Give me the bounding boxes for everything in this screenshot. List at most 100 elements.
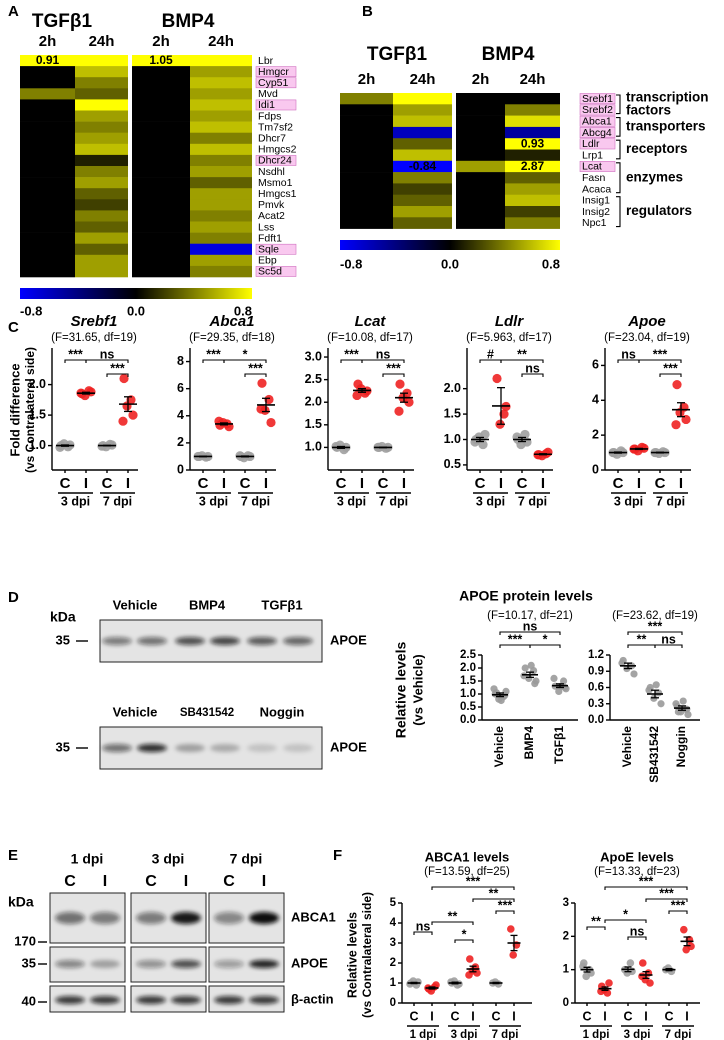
category-label: Noggin — [674, 726, 688, 767]
y-tick-label: 1.5 — [460, 675, 477, 687]
blot-band — [137, 744, 167, 752]
data-point — [395, 379, 405, 389]
treatment-label: TGFβ1 — [367, 44, 428, 65]
blot-band — [171, 912, 201, 924]
y-tick-label: 1.5 — [444, 406, 461, 420]
data-point — [527, 661, 535, 670]
gene-label: Acat2 — [258, 210, 285, 222]
heatmap-cell — [505, 138, 560, 150]
gene-label: Srebf2 — [582, 104, 613, 116]
heatmap-cell — [190, 221, 252, 233]
timepoint-label: 2h — [358, 71, 376, 88]
heatmap-cell — [393, 160, 452, 173]
heatmap-cell — [132, 166, 190, 178]
y-tick-label: 1.2 — [588, 649, 604, 661]
heatmap-cell — [190, 199, 252, 211]
value-label: 2.87 — [521, 159, 545, 173]
significance-bracket — [495, 910, 515, 914]
blot-band — [136, 960, 166, 968]
group-label: I — [637, 475, 641, 492]
gene-highlight — [579, 138, 616, 150]
heatmap-cell — [20, 88, 75, 100]
significance-bracket — [106, 373, 129, 377]
significance-label: *** — [386, 361, 401, 375]
lane-label: I — [184, 873, 188, 890]
heatmap-cell — [20, 199, 75, 211]
plot-stats: (F=31.65, df=19) — [51, 332, 137, 344]
blot-band — [175, 637, 205, 645]
data-point — [626, 959, 635, 967]
significance-bracket — [638, 359, 682, 363]
heatmap-cell — [20, 121, 75, 133]
heatmap-cell — [132, 88, 190, 100]
blot-band — [283, 744, 313, 752]
marker-label: 35 — [56, 739, 70, 754]
heatmap-cell — [505, 115, 560, 128]
y-tick-label: 1 — [390, 977, 397, 989]
heatmap-cell — [190, 210, 252, 222]
timepoint-label: 7 dpi — [241, 494, 270, 508]
data-point — [478, 439, 488, 450]
y-tick-label: 2 — [592, 427, 599, 441]
group-label: C — [240, 475, 251, 492]
y-tick-label: 2 — [563, 930, 569, 942]
heatmap-cell — [132, 232, 190, 244]
significance-bracket — [382, 373, 405, 377]
lane-label: C — [145, 873, 157, 890]
heatmap-cell — [190, 177, 252, 189]
heatmap-cell — [20, 232, 75, 244]
heatmap-cell — [190, 143, 252, 156]
data-point — [520, 429, 530, 440]
significance-bracket — [244, 373, 267, 377]
blot-band — [210, 637, 240, 645]
heatmap-cell — [393, 206, 452, 218]
y-tick-label: 0 — [390, 997, 396, 1009]
gene-label: Lbr — [258, 55, 274, 67]
heatmap-cell — [340, 104, 393, 116]
group-label: I — [84, 475, 88, 492]
plot-title: Lcat — [355, 313, 387, 330]
gene-label: Hmgcs2 — [258, 144, 297, 156]
gene-label: Insig1 — [582, 195, 610, 207]
heatmap-cell — [132, 243, 190, 256]
heatmap-cell — [340, 160, 393, 173]
data-point — [657, 700, 665, 708]
significance-label: *** — [653, 347, 668, 361]
plot-stats: (F=10.08, df=17) — [327, 332, 413, 344]
y-tick-label: 3.0 — [305, 349, 322, 363]
heatmap-cell — [20, 177, 75, 189]
gene-label: Lcat — [582, 161, 602, 173]
significance-bracket — [529, 644, 561, 648]
heatmap-cell — [190, 243, 252, 256]
gene-highlight — [579, 93, 616, 105]
y-axis-label: (vs Contralateral side) — [23, 347, 37, 473]
significance-label: * — [243, 347, 248, 361]
group-label: I — [264, 475, 268, 492]
lane-label: C — [223, 873, 235, 890]
significance-label: *** — [659, 886, 674, 900]
data-point — [404, 397, 414, 407]
timepoint-label: 24h — [208, 33, 234, 50]
plot-title: Ldlr — [495, 313, 524, 330]
colorbar-tick-label: 0.0 — [127, 303, 145, 318]
gene-label: Hmgcs1 — [258, 188, 297, 200]
heatmap-cell — [190, 154, 252, 167]
gene-label: Dhcr24 — [258, 155, 292, 167]
heatmap-cell — [340, 93, 393, 105]
heatmap-cell — [340, 206, 393, 218]
timepoint-label: 7 dpi — [230, 851, 263, 867]
value-label: 0.91 — [36, 53, 60, 67]
gene-highlight — [255, 99, 297, 111]
plot-title: Apoe — [627, 313, 666, 330]
group-label: I — [402, 475, 406, 492]
significance-bracket — [431, 886, 515, 890]
significance-label: *** — [671, 898, 686, 912]
panel-letter: F — [333, 847, 342, 864]
heatmap-cell — [393, 149, 452, 162]
blot-band — [137, 637, 167, 645]
group-label: transcription — [626, 89, 709, 104]
data-point — [683, 705, 691, 713]
heatmap-cell — [190, 110, 252, 122]
heatmap-cell — [393, 194, 452, 207]
gene-label: Ebp — [258, 255, 277, 267]
